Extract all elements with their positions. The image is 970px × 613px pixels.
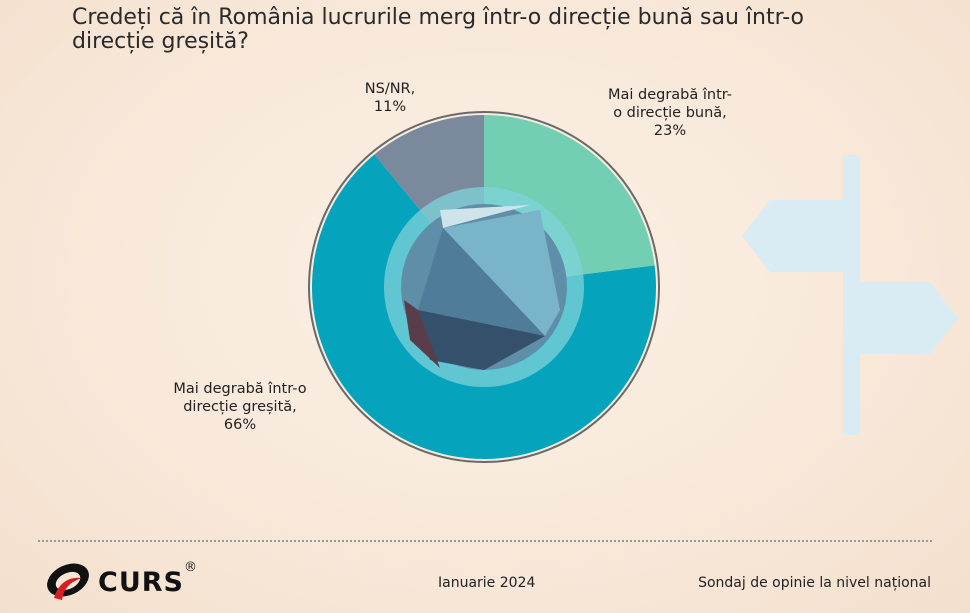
survey-date: Ianuarie 2024 xyxy=(438,575,536,591)
label-nsnr: NS/NR, 11% xyxy=(364,81,416,115)
slice-label: Mai degrabă într-o direcție bună xyxy=(607,87,733,121)
slice-value: 66% xyxy=(223,417,257,433)
curs-logo: CURS ® xyxy=(44,560,197,602)
slice-value: 23% xyxy=(653,123,687,139)
divider xyxy=(38,540,932,542)
slice-label: Mai degrabă într-o direcție greșită xyxy=(173,381,307,415)
label-gresita: Mai degrabă într-o direcție greșită, 66% xyxy=(173,381,307,433)
gem-icon xyxy=(401,204,567,370)
slice-value: 11% xyxy=(373,99,407,115)
outer-ring xyxy=(308,111,660,463)
slice-label: NS/NR xyxy=(364,81,411,97)
brand-name: CURS xyxy=(98,566,184,598)
signpost-icon xyxy=(742,155,958,435)
registered-mark: ® xyxy=(183,560,197,575)
chart-title: Credeți că în România lucrurile merg înt… xyxy=(72,5,805,54)
curs-logo-icon xyxy=(47,563,89,600)
survey-source: Sondaj de opinie la nivel național xyxy=(698,575,931,591)
label-buna: Mai degrabă într-o direcție bună, 23% xyxy=(607,87,733,139)
